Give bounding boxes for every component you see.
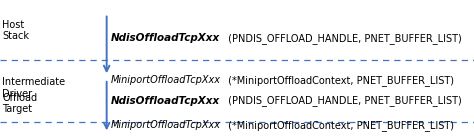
- Text: NdisOffloadTcpXxx: NdisOffloadTcpXxx: [110, 96, 219, 106]
- Text: Target: Target: [2, 104, 33, 114]
- Text: (PNDIS_OFFLOAD_HANDLE, PNET_BUFFER_LIST): (PNDIS_OFFLOAD_HANDLE, PNET_BUFFER_LIST): [225, 33, 462, 44]
- Text: Host: Host: [2, 20, 25, 30]
- Text: Offload: Offload: [2, 93, 37, 103]
- Text: NdisOffloadTcpXxx (PNDIS_OFFLOAD_HANDLE, PNET_BUFFER_LIST): NdisOffloadTcpXxx (PNDIS_OFFLOAD_HANDLE,…: [110, 95, 438, 106]
- Text: MiniportOffloadTcpXxx: MiniportOffloadTcpXxx: [110, 75, 220, 85]
- Text: Intermediate: Intermediate: [2, 77, 65, 87]
- Text: Driver: Driver: [2, 89, 33, 99]
- Text: MiniportOffloadTcpXxx: MiniportOffloadTcpXxx: [110, 120, 220, 130]
- Text: NdisOffloadTcpXxx: NdisOffloadTcpXxx: [110, 33, 219, 43]
- Text: NdisOffloadTcpXxx (PNDIS_OFFLOAD_HANDLE, PNET_BUFFER_LIST): NdisOffloadTcpXxx (PNDIS_OFFLOAD_HANDLE,…: [110, 33, 438, 44]
- Text: (*MiniportOffloadContext, PNET_BUFFER_LIST): (*MiniportOffloadContext, PNET_BUFFER_LI…: [226, 75, 455, 86]
- Text: (PNDIS_OFFLOAD_HANDLE, PNET_BUFFER_LIST): (PNDIS_OFFLOAD_HANDLE, PNET_BUFFER_LIST): [225, 95, 462, 106]
- Text: (*MiniportOffloadContext, PNET_BUFFER_LIST): (*MiniportOffloadContext, PNET_BUFFER_LI…: [226, 120, 455, 131]
- Text: Stack: Stack: [2, 31, 29, 41]
